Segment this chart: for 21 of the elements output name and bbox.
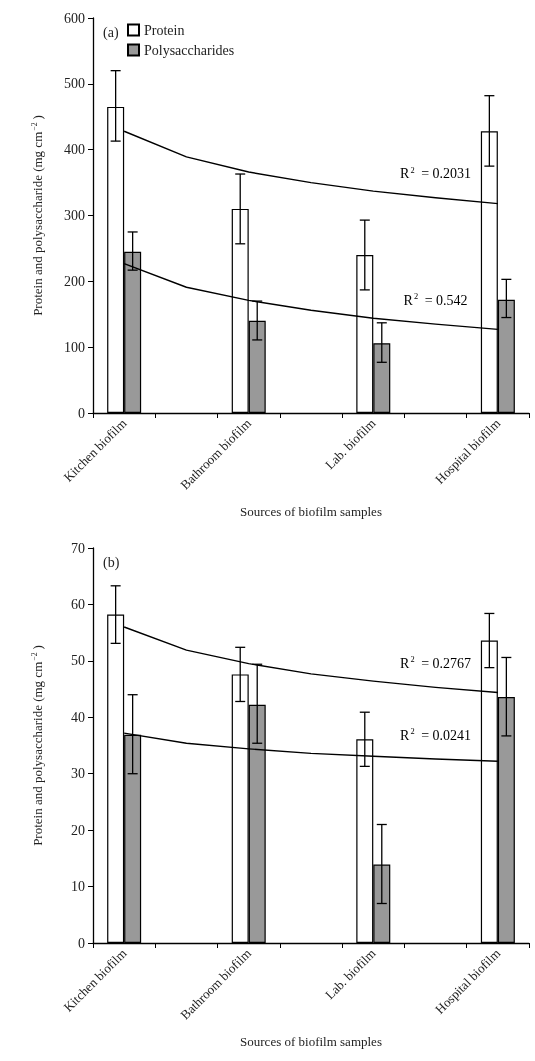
x-axis-title: Sources of biofilm samples xyxy=(240,504,382,519)
y-tick-label: 200 xyxy=(64,273,85,289)
chart-title: (a) xyxy=(103,24,119,41)
y-tick-label: 60 xyxy=(71,596,85,612)
y-tick-label: 30 xyxy=(71,766,85,782)
legend-label: Protein xyxy=(144,22,185,38)
y-tick-label: 500 xyxy=(64,76,85,92)
x-axis-title: Sources of biofilm samples xyxy=(240,1034,382,1049)
y-tick-label: 300 xyxy=(64,208,85,223)
y-tick-label: 40 xyxy=(71,709,85,725)
y-tick-label: 100 xyxy=(64,339,85,355)
y-tick-label: 20 xyxy=(71,822,85,838)
y-tick-label: 400 xyxy=(64,142,85,158)
legend-label: Polysaccharides xyxy=(144,42,235,58)
y-tick-label: 600 xyxy=(64,10,85,26)
y-tick-label: 0 xyxy=(78,405,85,421)
y-tick-label: 50 xyxy=(71,653,85,669)
y-tick-label: 0 xyxy=(78,935,85,951)
chart-title: (b) xyxy=(103,554,120,571)
y-tick-label: 10 xyxy=(71,879,85,895)
y-tick-label: 70 xyxy=(71,540,85,556)
